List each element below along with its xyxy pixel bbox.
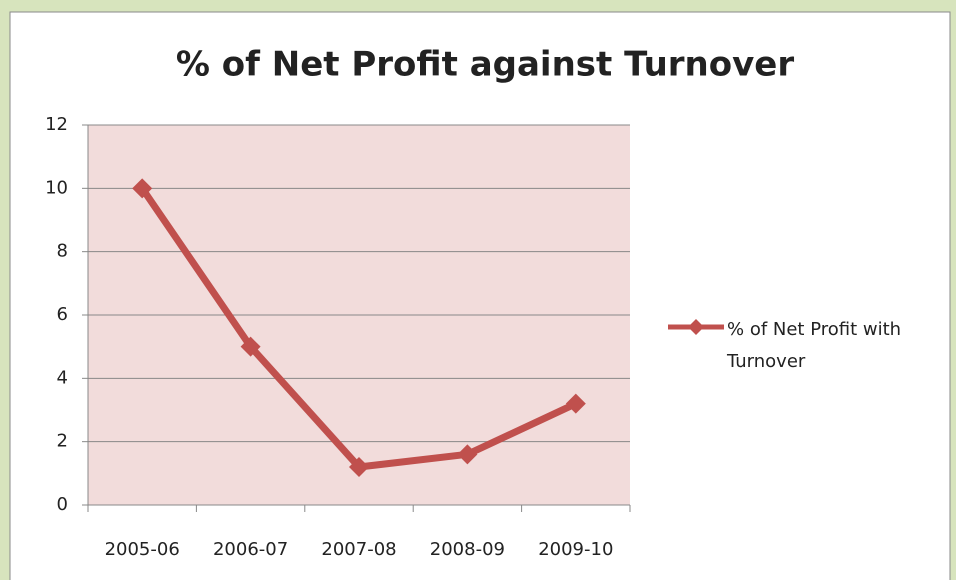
y-tick-label: 6	[57, 304, 68, 325]
marker	[565, 393, 586, 414]
y-tick-label: 2	[57, 431, 68, 452]
marker	[457, 444, 478, 465]
y-tick-label: 4	[57, 367, 68, 388]
x-tick-label: 2006-07	[213, 539, 288, 560]
x-tick-label: 2007-08	[321, 539, 396, 560]
marker	[132, 178, 153, 199]
x-tick-label: 2005-06	[105, 539, 180, 560]
marker	[240, 336, 261, 357]
y-tick-label: 12	[45, 114, 68, 135]
y-tick-label: 0	[57, 494, 68, 515]
x-tick-label: 2008-09	[430, 539, 505, 560]
x-tick-label: 2009-10	[538, 539, 613, 560]
chart-title: % of Net Profit against Turnover	[176, 45, 794, 85]
marker	[349, 457, 369, 477]
y-tick-label: 10	[45, 177, 68, 198]
legend-label: % of Net Profit with Turnover	[727, 319, 902, 372]
y-tick-label: 8	[57, 241, 68, 262]
legend-marker	[688, 319, 704, 335]
